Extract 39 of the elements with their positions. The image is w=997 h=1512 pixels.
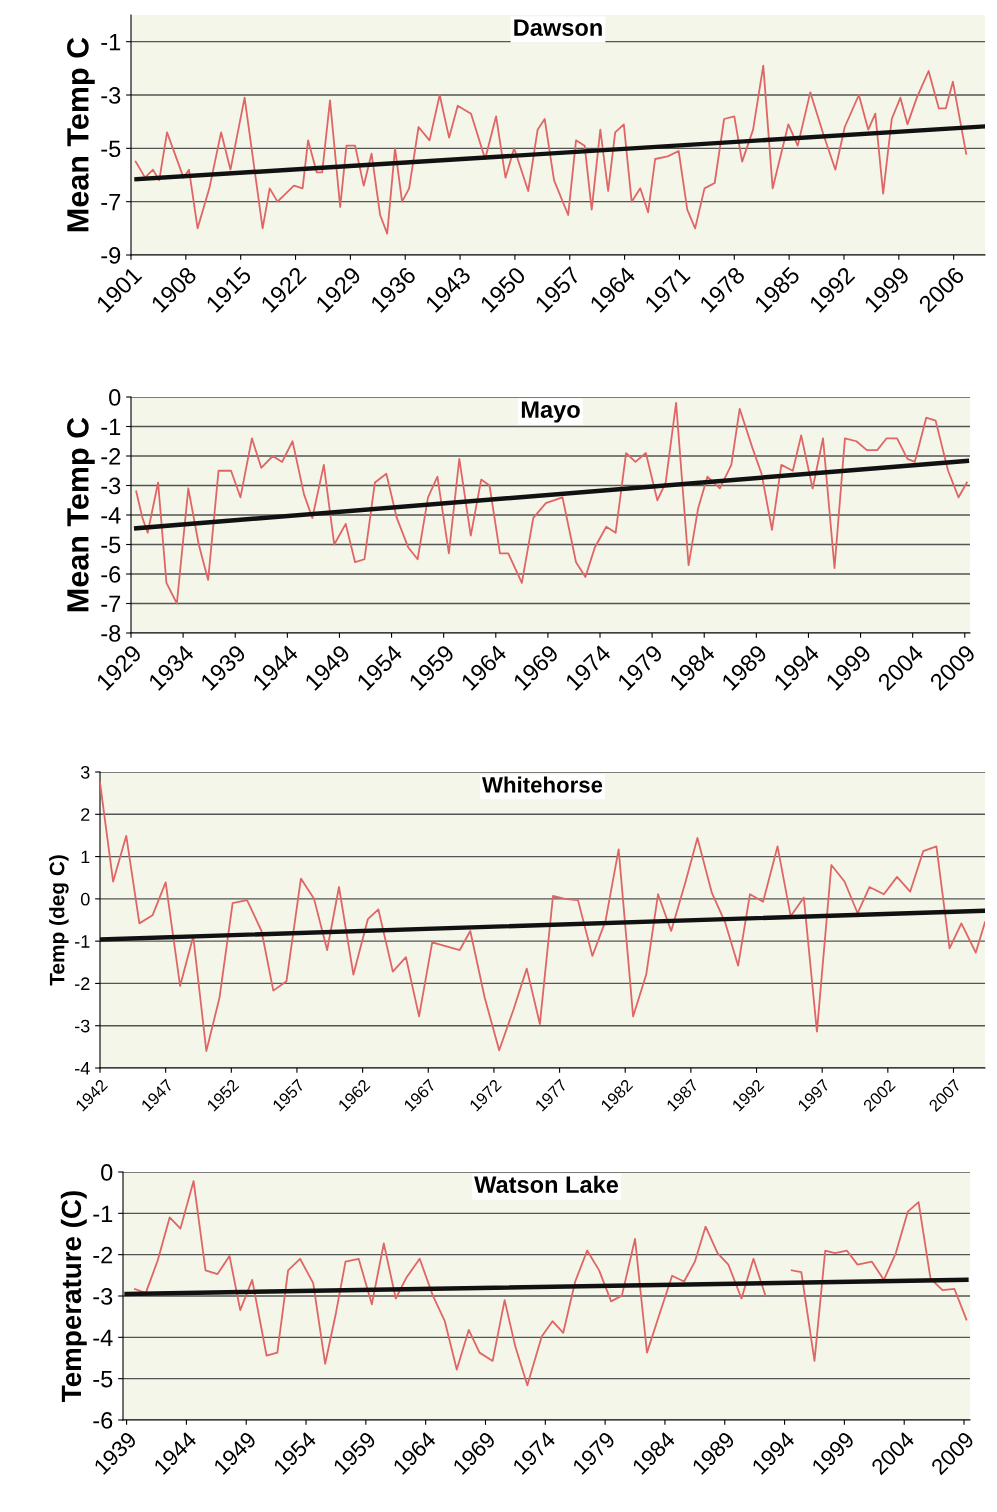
y-tick-label: -1 xyxy=(101,33,121,51)
y-tick-label: -3 xyxy=(101,87,121,104)
y-tick-label: -1 xyxy=(93,1205,113,1222)
y-tick-label: -1 xyxy=(101,418,121,436)
y-tick-label: -2 xyxy=(93,1246,113,1264)
y-tick-label: -5 xyxy=(93,1370,113,1388)
line-series xyxy=(135,401,968,605)
y-tick-label: 1 xyxy=(81,850,90,864)
y-tick-label: -4 xyxy=(93,1329,113,1346)
y-tick-label: -4 xyxy=(75,1062,90,1075)
y-tick-label: -4 xyxy=(101,507,121,524)
y-tick-label: -6 xyxy=(93,1412,113,1429)
y-tick-label: -5 xyxy=(101,140,121,158)
y-tick-label: 3 xyxy=(80,765,90,779)
y-tick-label: -2 xyxy=(75,977,90,990)
y-tick-label: -3 xyxy=(75,1019,90,1033)
chart-title: Whitehorse xyxy=(482,776,603,793)
y-tick-label: 0 xyxy=(109,389,121,406)
y-tick-label: -8 xyxy=(101,625,121,642)
y-axis-title: Temperature (C) xyxy=(60,1191,87,1402)
y-axis-title: Mean Temp C xyxy=(67,417,95,612)
y-tick-label: -7 xyxy=(101,193,121,211)
y-tick-label: 0 xyxy=(101,1164,113,1181)
y-tick-label: -5 xyxy=(101,536,121,554)
y-tick-label: -6 xyxy=(101,566,121,583)
y-tick-label: -7 xyxy=(101,595,121,613)
y-tick-label: -1 xyxy=(75,935,90,948)
line-series xyxy=(134,64,968,235)
y-axis-title: Temp (deg C) xyxy=(49,855,69,986)
y-tick-label: 0 xyxy=(80,892,90,906)
y-tick-label: -2 xyxy=(101,448,121,465)
y-tick-label: 2 xyxy=(81,808,90,821)
y-tick-label: -3 xyxy=(93,1288,113,1305)
chart-title: Watson Lake xyxy=(474,1175,619,1194)
y-tick-label: -9 xyxy=(101,247,121,264)
y-axis-title: Mean Temp C xyxy=(67,37,95,232)
chart-title: Dawson xyxy=(514,19,602,36)
chart-title: Mayo xyxy=(521,401,580,423)
y-tick-label: -3 xyxy=(101,477,121,495)
